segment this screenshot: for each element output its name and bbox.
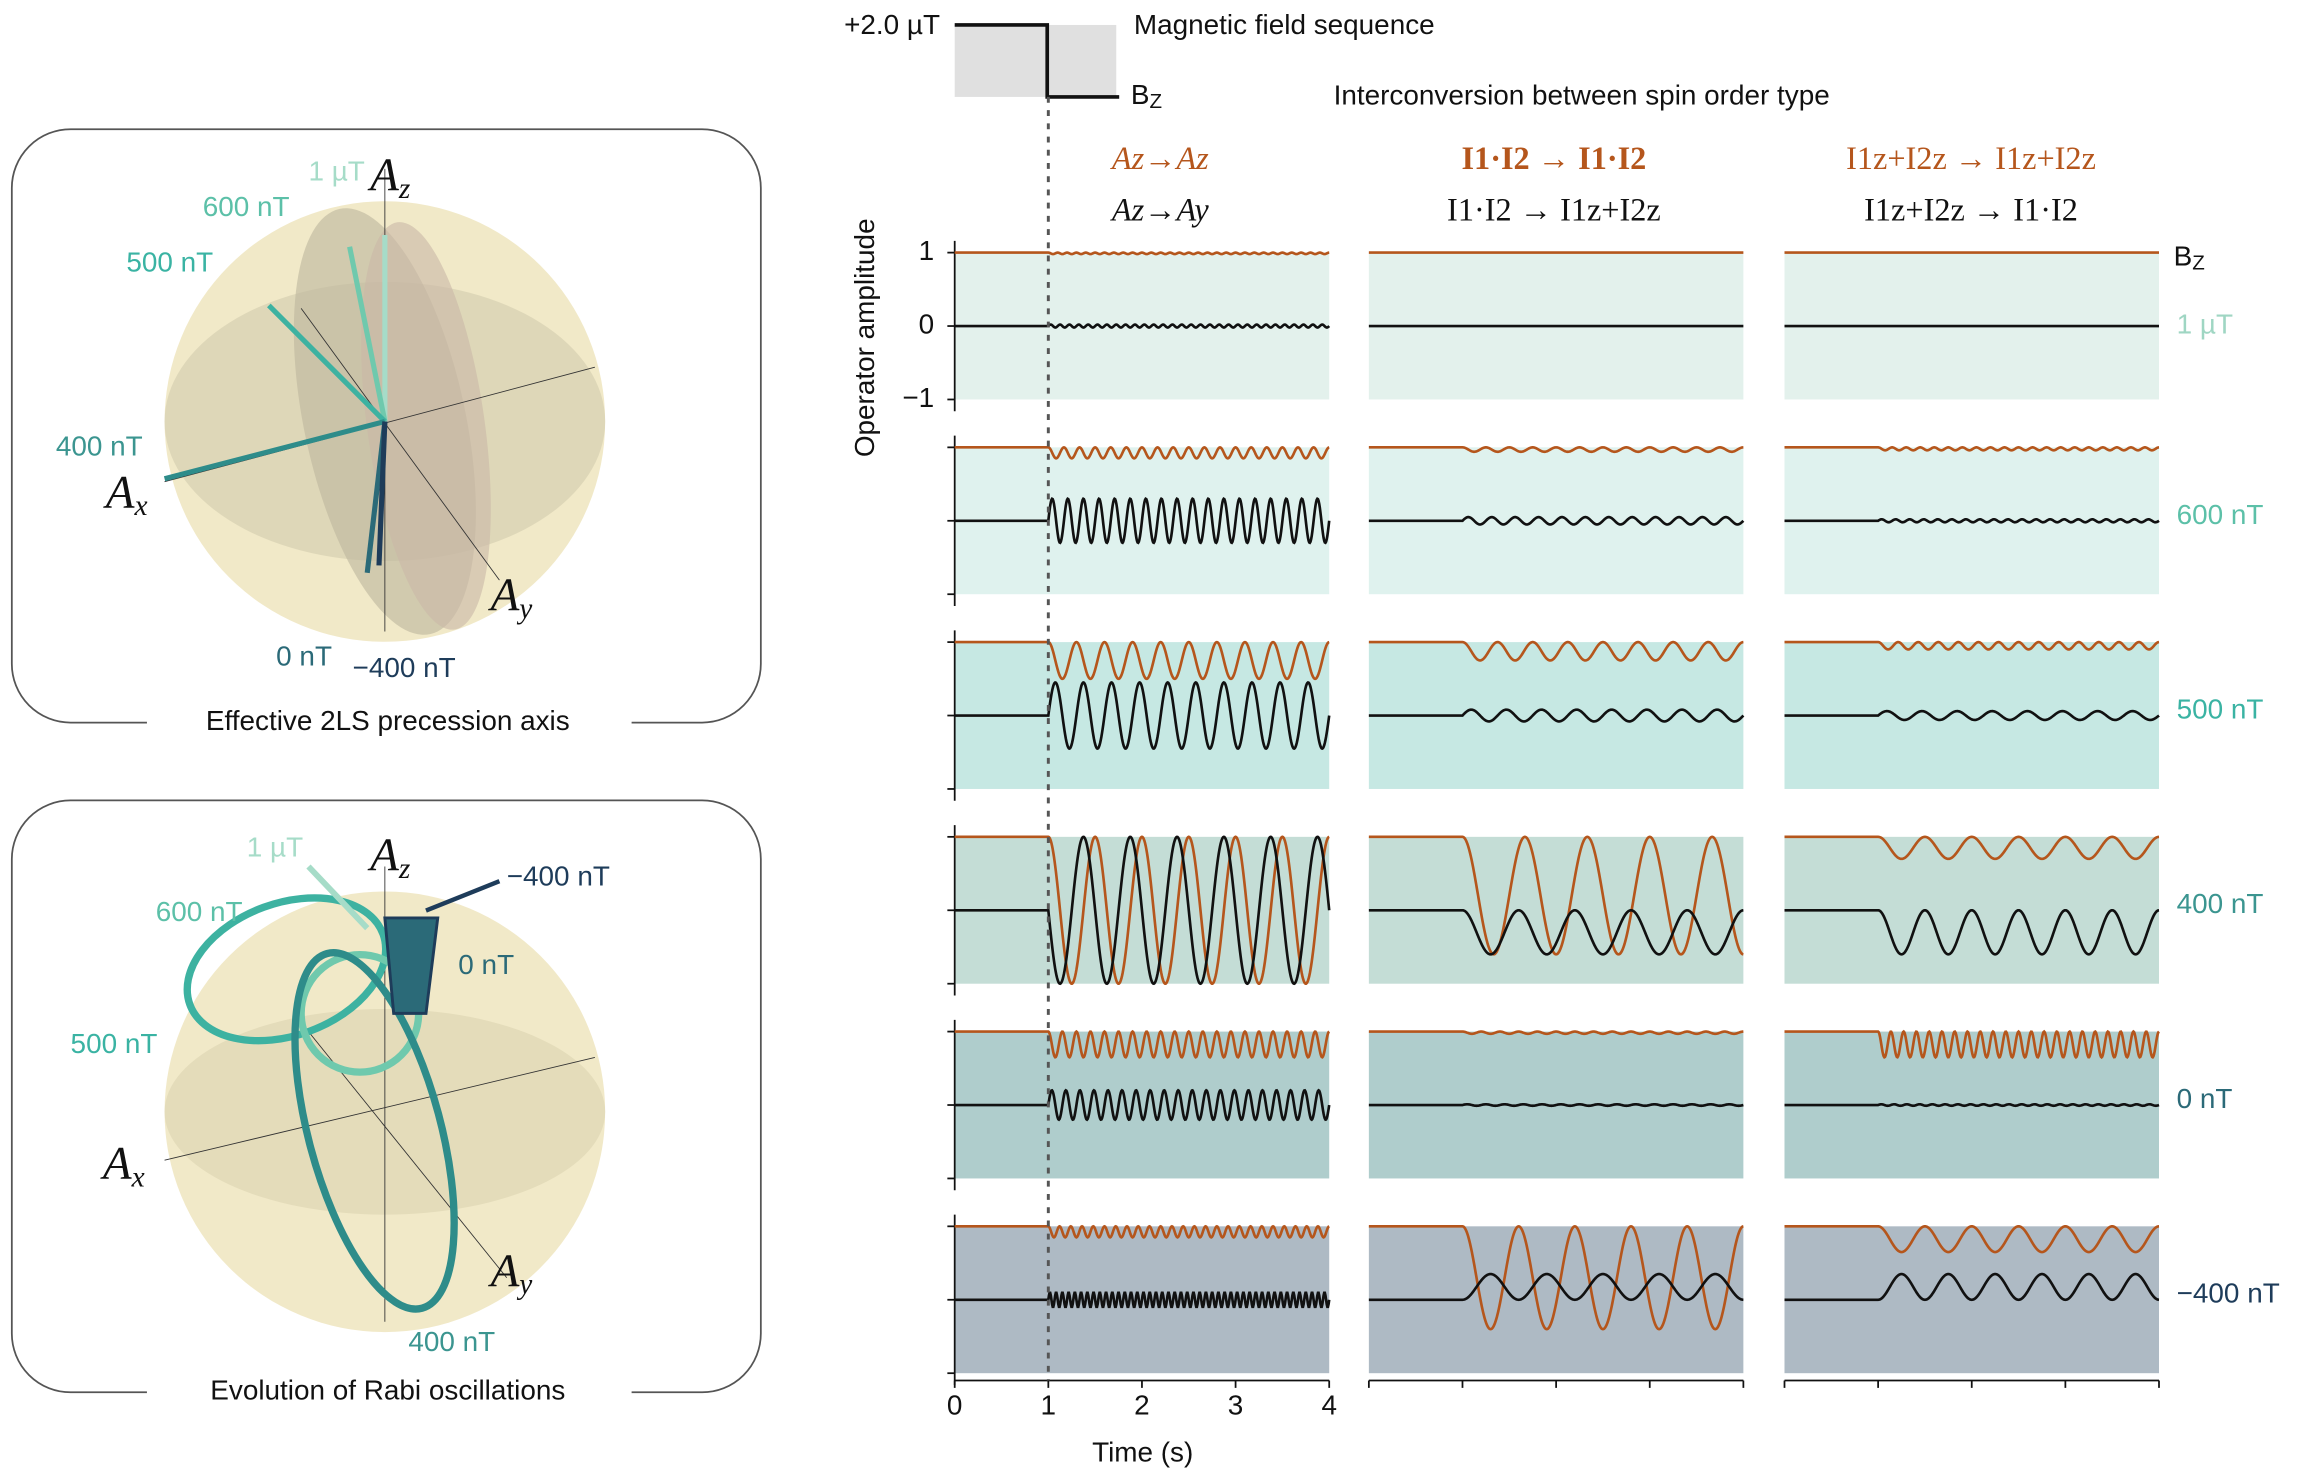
signal-curve	[1784, 446, 2160, 452]
signal-curve	[1784, 517, 2160, 524]
column-header: Az→Ay	[1110, 191, 1210, 227]
signal-curve	[954, 681, 1331, 751]
signal-curve	[1784, 835, 2160, 861]
x-axis-label: Time (s)	[1092, 1436, 1193, 1467]
corner-label: B	[2174, 241, 2193, 272]
signal-curve	[954, 497, 1331, 545]
axis-sub: x	[134, 490, 148, 522]
x-tick-label: 3	[1228, 1389, 1244, 1420]
row-label: 600 nT	[2177, 499, 2264, 530]
signal-curve	[954, 835, 1330, 985]
signal-curve	[1784, 640, 2160, 651]
field-label: 1 µT	[308, 156, 364, 187]
row-label: 400 nT	[2177, 888, 2264, 919]
signal-curve	[1368, 708, 1745, 723]
column-header: I1·I2 → I1z+I2z	[1447, 191, 1661, 227]
signal-curve	[1368, 908, 1744, 956]
signal-curve	[1368, 1102, 1744, 1108]
axis-label: A	[488, 1245, 520, 1297]
y-tick-label: −1	[902, 382, 934, 413]
field-label: 400 nT	[408, 1326, 495, 1357]
axis-label: A	[367, 149, 399, 201]
x-tick-label: 1	[1041, 1389, 1057, 1420]
signal-curve	[1368, 446, 1744, 454]
field-label: 0 nT	[458, 949, 514, 980]
row-label: 1 µT	[2177, 308, 2233, 339]
svg-text:Ay: Ay	[488, 569, 534, 625]
field-level: +2.0 µT	[844, 9, 940, 40]
signal-curve	[1784, 908, 2160, 956]
signal-curve	[954, 1029, 1331, 1059]
panel-caption: Effective 2LS precession axis	[206, 705, 570, 736]
axis-sub: x	[131, 1161, 145, 1193]
signal-curve	[1784, 1029, 2160, 1060]
field-label: 500 nT	[126, 247, 213, 278]
signal-curve	[1784, 709, 2160, 722]
column-header: I1z+I2z → I1·I2	[1864, 191, 2078, 227]
signal-curve	[1784, 1102, 2160, 1108]
signal-curve	[1368, 1030, 1744, 1036]
row-label: 500 nT	[2177, 693, 2264, 724]
field-label: 0 nT	[276, 640, 332, 671]
svg-text:BZ: BZ	[1131, 79, 1162, 113]
field-label: −400 nT	[507, 861, 610, 892]
row-label: −400 nT	[2177, 1278, 2280, 1309]
signal-curve	[1368, 1272, 1744, 1302]
y-tick-label: 0	[919, 308, 935, 339]
svg-text:Az: Az	[367, 829, 411, 885]
svg-text:Ax: Ax	[103, 466, 148, 522]
axis-sub: y	[516, 593, 533, 625]
field-label: 500 nT	[71, 1028, 158, 1059]
svg-text:BZ: BZ	[2174, 241, 2205, 275]
signal-curve	[954, 1291, 1331, 1309]
corner-sub: Z	[2192, 252, 2205, 275]
field-label: 600 nT	[203, 191, 290, 222]
signal-curve	[954, 251, 1330, 256]
signal-curve	[1784, 1225, 2160, 1254]
svg-text:Az: Az	[367, 149, 411, 205]
signal-curve	[1368, 835, 1744, 956]
precession-panel: Az Ax Ay 1 µT 600 nT 500 nT 400 nT 0 nT …	[10, 128, 762, 744]
y-axis-label: Operator amplitude	[849, 218, 880, 457]
field-axis-sub: Z	[1150, 90, 1163, 113]
rabi-panel: Az Ax Ay 1 µT 600 nT 500 nT 0 nT −400 nT…	[10, 799, 762, 1415]
signal-curve	[954, 640, 1330, 681]
axis-label: A	[100, 1137, 132, 1189]
signal-curve	[954, 323, 1331, 329]
signal-curve	[954, 445, 1330, 460]
panel-caption: Evolution of Rabi oscillations	[210, 1375, 565, 1406]
column-header: I1·I2 → I1·I2	[1461, 140, 1646, 176]
signal-curve	[1784, 1272, 2160, 1302]
row-label: 0 nT	[2177, 1083, 2233, 1114]
svg-text:Ax: Ax	[100, 1137, 145, 1193]
signal-curve	[954, 1224, 1330, 1239]
signal-curve	[1368, 515, 1745, 526]
axis-label: A	[367, 829, 399, 881]
axis-sub: z	[398, 173, 411, 205]
field-label: −400 nT	[353, 652, 456, 683]
field-title: Magnetic field sequence	[1134, 9, 1435, 40]
axis-label: A	[103, 466, 135, 518]
field-label: 1 µT	[247, 831, 303, 862]
column-header: Az→Az	[1110, 140, 1209, 176]
axis-label: A	[488, 569, 520, 621]
axis-sub: z	[398, 853, 411, 885]
y-tick-label: 1	[919, 235, 935, 266]
field-label: 600 nT	[156, 896, 243, 927]
signal-curve	[1368, 1224, 1744, 1331]
signal-curve	[954, 1088, 1331, 1122]
svg-text:Ay: Ay	[488, 1245, 534, 1301]
column-header: I1z+I2z → I1z+I2z	[1846, 140, 2096, 176]
field-sequence: +2.0 µT Magnetic field sequence BZ Inter…	[844, 9, 1830, 113]
field-axis: B	[1131, 79, 1150, 110]
x-tick-label: 2	[1134, 1389, 1150, 1420]
axis-sub: y	[516, 1268, 533, 1300]
signal-curve	[1368, 640, 1744, 662]
x-tick-label: 0	[947, 1389, 963, 1420]
field-label: 400 nT	[56, 430, 143, 461]
field-subtitle: Interconversion between spin order type	[1334, 79, 1830, 110]
signal-curve	[954, 835, 1331, 986]
x-tick-label: 4	[1321, 1389, 1337, 1420]
